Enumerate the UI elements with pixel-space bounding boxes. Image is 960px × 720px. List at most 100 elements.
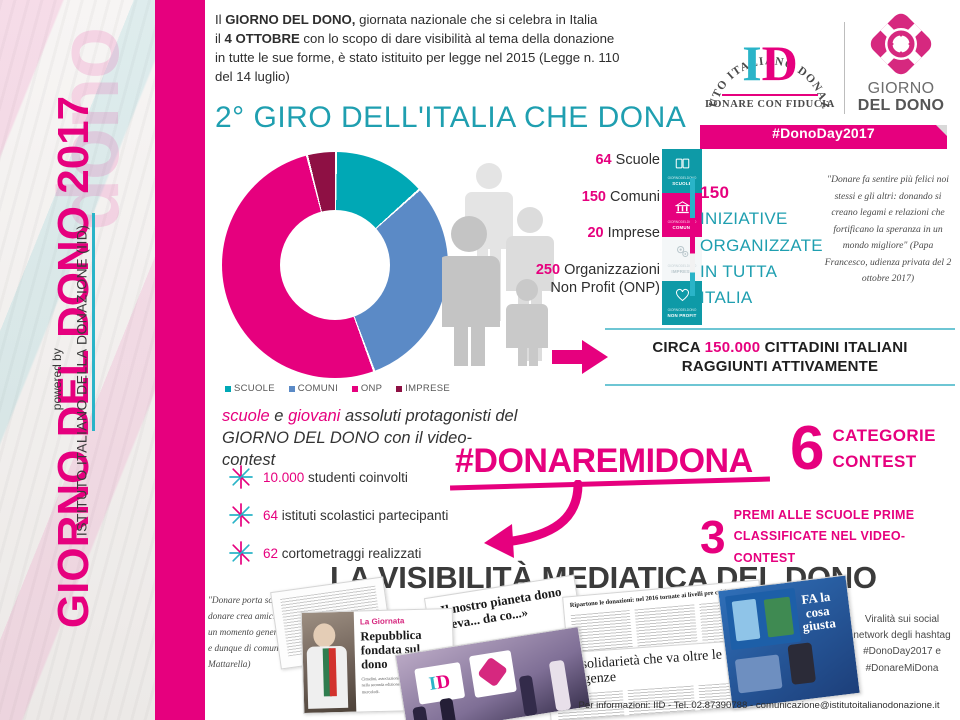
reach-banner: CIRCA 150.000 CITTADINI ITALIANI RAGGIUN… bbox=[605, 328, 955, 386]
intro-l3: in tutte le sue forme, è stato istituito… bbox=[215, 50, 620, 66]
stat-badge-heart: GIORNODELDONO NON PROFIT bbox=[662, 281, 702, 325]
stats-list: 64 Scuole 150 Comuni 20 Imprese 250 Organiz… bbox=[470, 152, 660, 297]
hashtag-banner-label: #DonoDay2017 bbox=[772, 125, 875, 141]
left-vertical-banner: dono GIORNO DEL DONO 2017 powered by IST… bbox=[0, 0, 155, 720]
prizes-line2: CLASSIFICATE NEL VIDEO-CONTEST bbox=[733, 529, 906, 565]
pope-quote: "Donare fa sentire più felici noi stessi… bbox=[822, 172, 954, 288]
bullet-number: 10.000 bbox=[263, 469, 305, 485]
intro-l1a: Il bbox=[215, 12, 226, 27]
sg-conj: e bbox=[269, 407, 289, 425]
chart-legend: SCUOLE COMUNI ONP IMPRESE bbox=[225, 383, 450, 394]
stat-label: Scuole bbox=[615, 152, 660, 168]
sg-word-giovani: giovani bbox=[288, 407, 341, 425]
badge-kicker: GIORNODELDONO bbox=[667, 264, 697, 268]
iid-letter-i: I bbox=[742, 35, 762, 91]
heart-icon bbox=[675, 288, 690, 308]
badge-label: NON PROFIT bbox=[667, 313, 697, 318]
legend-label: COMUNI bbox=[297, 383, 339, 394]
people-silhouettes bbox=[438, 158, 562, 366]
legend-swatch bbox=[225, 385, 231, 392]
contest-categories-block: 6 CATEGORIE CONTEST bbox=[790, 418, 936, 480]
categories-label: CATEGORIE CONTEST bbox=[832, 423, 935, 476]
stat-row: 250 Organizzazioni Non Profit (ONP) bbox=[470, 262, 660, 297]
prizes-label: PREMI ALLE SCUOLE PRIME CLASSIFICATE NEL… bbox=[734, 505, 960, 569]
press-clippings-collage: «Il nostro pianeta dono riceva... da co.… bbox=[270, 574, 861, 720]
gdd-line2: DEL DONO bbox=[857, 96, 945, 114]
footer-contact: Per informazioni: IID - Tel. 02.87390788… bbox=[578, 700, 940, 711]
sg-word-scuole: scuole bbox=[222, 407, 270, 425]
pope-quote-attribution: (Papa Francesco, udienza privata del 2 o… bbox=[824, 240, 952, 284]
schools-bullet-list: 10.000 studenti coinvolti 64 istituti sco… bbox=[228, 458, 518, 572]
sg-l1-rest: assoluti protagonisti del bbox=[340, 407, 518, 425]
schools-youth-text: scuole e giovani assoluti protagonisti d… bbox=[222, 406, 522, 471]
social-virality-text: Viralità sui social network degli hashta… bbox=[853, 614, 951, 674]
legend-swatch bbox=[396, 385, 403, 392]
donaremidona-hashtag: #DONAREMIDONA bbox=[455, 442, 753, 480]
prizes-line1: PREMI ALLE SCUOLE PRIME bbox=[733, 508, 915, 522]
stat-badge-bank: GIORNODELDONO COMUNI bbox=[662, 193, 702, 237]
banner-organization: ISTITUTO ITALIANO DELLA DONAZIONE (IID) bbox=[73, 224, 90, 537]
legend-swatch bbox=[351, 385, 358, 392]
diamond-icon bbox=[869, 12, 933, 76]
intro-l4: del 14 luglio) bbox=[215, 69, 290, 85]
donut-chart bbox=[222, 152, 448, 378]
reach-number: 150.000 bbox=[704, 339, 761, 356]
badge-label: SCUOLE bbox=[672, 181, 692, 186]
main-headline: 2° GIRO DELL'ITALIA CHE DONA bbox=[215, 101, 687, 134]
sg-l2: GIORNO DEL DONO con il video-contest bbox=[222, 428, 473, 469]
intro-l2a: il bbox=[215, 31, 225, 47]
star-icon bbox=[228, 502, 254, 528]
clipping-repubblica-kicker: La Giornata bbox=[359, 616, 405, 627]
logo-block: ISTITUTO ITALIANO DONAZIONE ID DONARE CO… bbox=[700, 8, 950, 153]
gdd-wordmark: GIORNO DEL DONO bbox=[852, 80, 950, 115]
stat-number: 250 bbox=[535, 262, 561, 279]
reach-prefix: CIRCA bbox=[652, 339, 705, 356]
bullet-text: 62 cortometraggi realizzati bbox=[263, 545, 422, 561]
badge-label: IMPRESE bbox=[671, 269, 693, 274]
iid-letter-d: D bbox=[761, 35, 798, 91]
intro-l2b: 4 OTTOBRE bbox=[224, 31, 300, 47]
iniziative-color-bar bbox=[690, 178, 695, 296]
bullet-number: 62 bbox=[263, 545, 279, 561]
pope-quote-text: "Donare fa sentire più felici noi stessi… bbox=[827, 174, 949, 251]
bullet-text: 64 istituti scolastici partecipanti bbox=[263, 507, 449, 523]
badge-kicker: GIORNODELDONO bbox=[667, 176, 697, 180]
star-icon bbox=[228, 540, 254, 566]
stat-label: Organizzazioni bbox=[564, 262, 660, 279]
categories-number: 6 bbox=[790, 414, 825, 483]
stat-badge-book: GIORNODELDONO SCUOLE bbox=[662, 149, 702, 193]
iid-logo: ISTITUTO ITALIANO DONAZIONE ID DONARE CO… bbox=[700, 12, 838, 124]
stats-badge-column: GIORNODELDONO SCUOLE GIORNODELDONO COMUNI GI… bbox=[662, 149, 702, 325]
badge-kicker: GIORNODELDONO bbox=[667, 220, 697, 224]
legend-item: COMUNI bbox=[288, 383, 339, 394]
iniziative-word: INIZIATIVE bbox=[700, 209, 788, 229]
bank-icon bbox=[673, 200, 691, 220]
stat-row: 150 Comuni bbox=[470, 189, 660, 207]
intro-l1b: GIORNO DEL DONO, bbox=[225, 12, 356, 27]
clipping-tv-headline: FA la cosa giusta bbox=[800, 588, 837, 635]
reach-line2: RAGGIUNTI ATTIVAMENTE bbox=[681, 357, 879, 375]
star-icon bbox=[228, 464, 254, 490]
legend-item: ONP bbox=[351, 383, 383, 394]
iniziative-number: 150 bbox=[700, 183, 730, 202]
stat-label-2: Non Profit (ONP) bbox=[550, 279, 660, 296]
giorno-del-dono-logo: GIORNO DEL DONO bbox=[852, 12, 950, 115]
reach-suffix: CITTADINI ITALIANI bbox=[760, 339, 908, 356]
hashtag-banner: #DonoDay2017 bbox=[700, 125, 947, 149]
stat-label: Comuni bbox=[610, 188, 660, 205]
reach-line-bottom bbox=[605, 383, 955, 386]
magenta-strip bbox=[155, 0, 205, 720]
iid-tagline: DONARE CON FIDUCIA bbox=[705, 99, 835, 110]
badge-label: COMUNI bbox=[672, 225, 692, 230]
legend-swatch bbox=[288, 385, 295, 392]
bullet-text: 10.000 studenti coinvolti bbox=[263, 469, 408, 485]
bullet-item: 62 cortometraggi realizzati bbox=[228, 534, 518, 572]
reach-text: CIRCA 150.000 CITTADINI ITALIANI RAGGIUN… bbox=[605, 330, 955, 384]
stat-number: 64 bbox=[595, 152, 612, 168]
gdd-line1: GIORNO bbox=[867, 80, 935, 97]
legend-item: SCUOLE bbox=[225, 383, 275, 394]
stat-number: 20 bbox=[587, 225, 604, 242]
banner-texture bbox=[0, 0, 155, 720]
bullet-number: 64 bbox=[263, 507, 279, 523]
categories-line1: CATEGORIE bbox=[832, 425, 936, 445]
